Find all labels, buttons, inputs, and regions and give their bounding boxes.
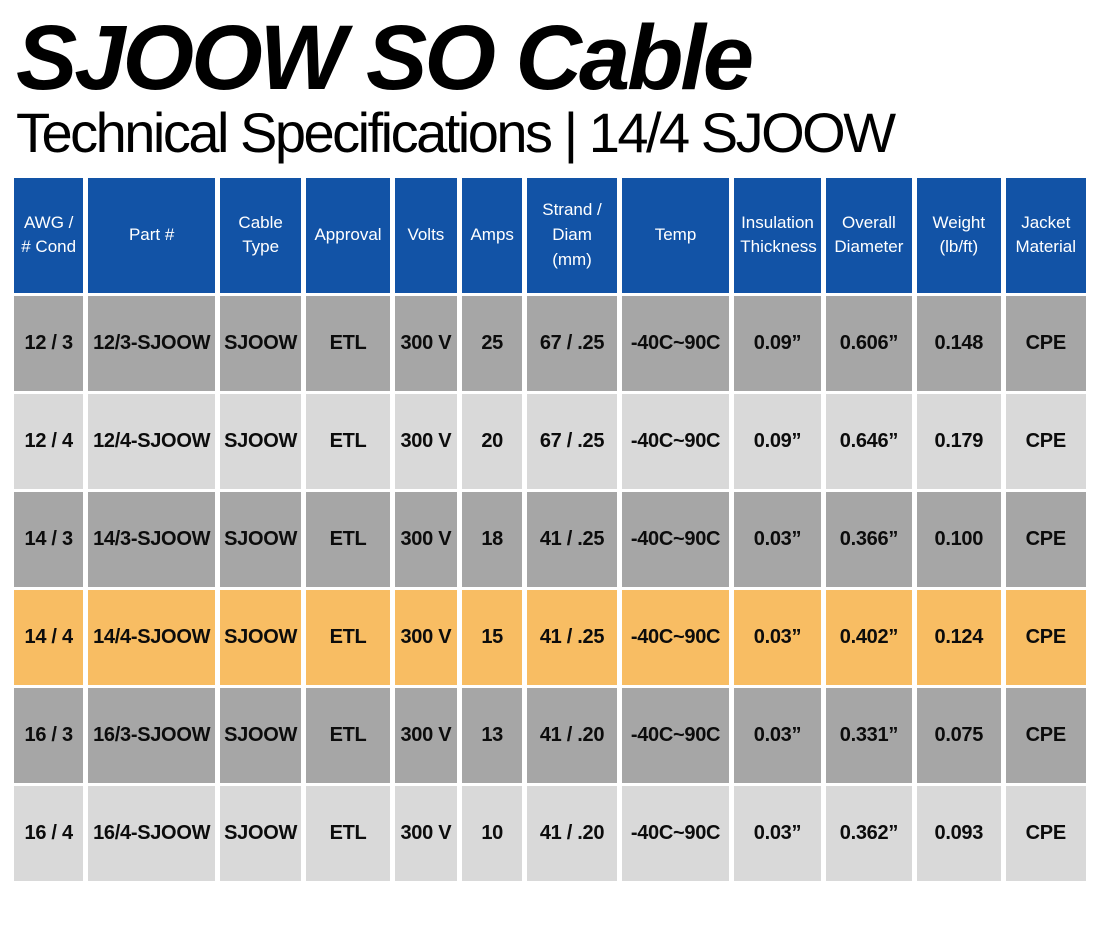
table-cell: 0.362” — [825, 785, 913, 881]
table-cell: 0.331” — [825, 687, 913, 783]
column-header: AWG / # Cond — [14, 177, 84, 293]
table-cell: 14 / 3 — [14, 491, 84, 587]
table-body: 12 / 3 12/3-SJOOW SJOOW ETL 300 V 25 67 / .25-… — [14, 295, 1086, 881]
table-cell: 300 V — [394, 295, 458, 391]
column-header: Cable Type — [219, 177, 302, 293]
page-title: SJOOW SO Cable — [16, 7, 754, 109]
table-cell: 300 V — [394, 491, 458, 587]
table-cell: 41 / .20 — [527, 785, 617, 881]
table-cell: 12 / 4 — [14, 393, 84, 489]
table-cell: CPE — [1005, 295, 1086, 391]
column-header: Amps — [462, 177, 523, 293]
column-header: Volts — [394, 177, 458, 293]
table-cell: 25 — [462, 295, 523, 391]
column-header: Insulation Thickness — [734, 177, 821, 293]
table-cell: ETL — [306, 589, 390, 685]
table-cell: ETL — [306, 393, 390, 489]
table-cell: 300 V — [394, 687, 458, 783]
table-cell: -40C~90C — [621, 589, 730, 685]
table-cell: SJOOW — [219, 491, 302, 587]
table-cell: 0.03” — [734, 491, 821, 587]
column-header: Jacket Material — [1005, 177, 1086, 293]
table-cell: ETL — [306, 491, 390, 587]
table-cell: 12/4-SJOOW — [88, 393, 215, 489]
table-cell: 0.100 — [917, 491, 1001, 587]
table-cell: SJOOW — [219, 589, 302, 685]
table-row: 12 / 3 12/3-SJOOW SJOOW ETL 300 V 25 67 / .25-… — [14, 295, 1086, 391]
table-cell: -40C~90C — [621, 785, 730, 881]
table-cell: 0.075 — [917, 687, 1001, 783]
table-row: 16 / 3 16/3-SJOOW SJOOW ETL 300 V 13 41 / .20-… — [14, 687, 1086, 783]
table-cell: 67 / .25 — [527, 295, 617, 391]
column-header: Strand / Diam (mm) — [527, 177, 617, 293]
table-cell: 14/4-SJOOW — [88, 589, 215, 685]
table-cell: 14/3-SJOOW — [88, 491, 215, 587]
table-cell: 10 — [462, 785, 523, 881]
table-cell: 0.179 — [917, 393, 1001, 489]
table-cell: 0.03” — [734, 687, 821, 783]
table-cell: 16 / 4 — [14, 785, 84, 881]
table-cell: 0.606” — [825, 295, 913, 391]
table-cell: 0.093 — [917, 785, 1001, 881]
table-cell: 13 — [462, 687, 523, 783]
table-cell: 18 — [462, 491, 523, 587]
column-header: Overall Diameter — [825, 177, 913, 293]
table-cell: 16 / 3 — [14, 687, 84, 783]
table-cell: 15 — [462, 589, 523, 685]
table-cell: -40C~90C — [621, 393, 730, 489]
table-row: 12 / 4 12/4-SJOOW SJOOW ETL 300 V 20 67 / .25-… — [14, 393, 1086, 489]
table-cell: CPE — [1005, 491, 1086, 587]
table-cell: 16/4-SJOOW — [88, 785, 215, 881]
table-cell: 0.646” — [825, 393, 913, 489]
table-cell: ETL — [306, 785, 390, 881]
column-header: Temp — [621, 177, 730, 293]
table-cell: 41 / .20 — [527, 687, 617, 783]
table-cell: 41 / .25 — [527, 491, 617, 587]
table-cell: 14 / 4 — [14, 589, 84, 685]
table-cell: CPE — [1005, 785, 1086, 881]
table-cell: 16/3-SJOOW — [88, 687, 215, 783]
table-cell: 300 V — [394, 785, 458, 881]
table-cell: SJOOW — [219, 687, 302, 783]
page-subtitle: Technical Specifications | 14/4 SJOOW — [16, 101, 896, 164]
table-cell: -40C~90C — [621, 295, 730, 391]
table-cell: 67 / .25 — [527, 393, 617, 489]
table-row: 14 / 3 14/3-SJOOW SJOOW ETL 300 V 18 41 / .25-… — [14, 491, 1086, 587]
column-header: Weight (lb/ft) — [917, 177, 1001, 293]
table-cell: SJOOW — [219, 785, 302, 881]
table-cell: CPE — [1005, 589, 1086, 685]
table-cell: SJOOW — [219, 295, 302, 391]
spec-table-container: AWG / # Cond Part # Cable Type Approval Volt… — [9, 174, 1091, 884]
table-cell: 20 — [462, 393, 523, 489]
table-cell: 0.148 — [917, 295, 1001, 391]
table-cell: 12 / 3 — [14, 295, 84, 391]
table-cell: -40C~90C — [621, 687, 730, 783]
table-cell: 300 V — [394, 589, 458, 685]
table-row-highlighted: 14 / 4 14/4-SJOOW SJOOW ETL 300 V 15 41 / .25-… — [14, 589, 1086, 685]
table-cell: 300 V — [394, 393, 458, 489]
table-cell: CPE — [1005, 393, 1086, 489]
table-cell: -40C~90C — [621, 491, 730, 587]
table-cell: 12/3-SJOOW — [88, 295, 215, 391]
table-cell: 41 / .25 — [527, 589, 617, 685]
table-cell: 0.03” — [734, 589, 821, 685]
table-cell: CPE — [1005, 687, 1086, 783]
table-cell: 0.402” — [825, 589, 913, 685]
table-cell: ETL — [306, 687, 390, 783]
table-row: 16 / 4 16/4-SJOOW SJOOW ETL 300 V 10 41 / .20-… — [14, 785, 1086, 881]
spec-table: AWG / # Cond Part # Cable Type Approval Volt… — [9, 174, 1091, 884]
table-cell: 0.366” — [825, 491, 913, 587]
table-cell: 0.09” — [734, 393, 821, 489]
table-cell: ETL — [306, 295, 390, 391]
table-cell: 0.124 — [917, 589, 1001, 685]
column-header: Approval — [306, 177, 390, 293]
page-header: SJOOW SO Cable Technical Specifications … — [0, 0, 1100, 163]
column-header: Part # — [88, 177, 215, 293]
table-cell: SJOOW — [219, 393, 302, 489]
table-cell: 0.09” — [734, 295, 821, 391]
header-row: AWG / # Cond Part # Cable Type Approval Volt… — [14, 177, 1086, 293]
table-cell: 0.03” — [734, 785, 821, 881]
